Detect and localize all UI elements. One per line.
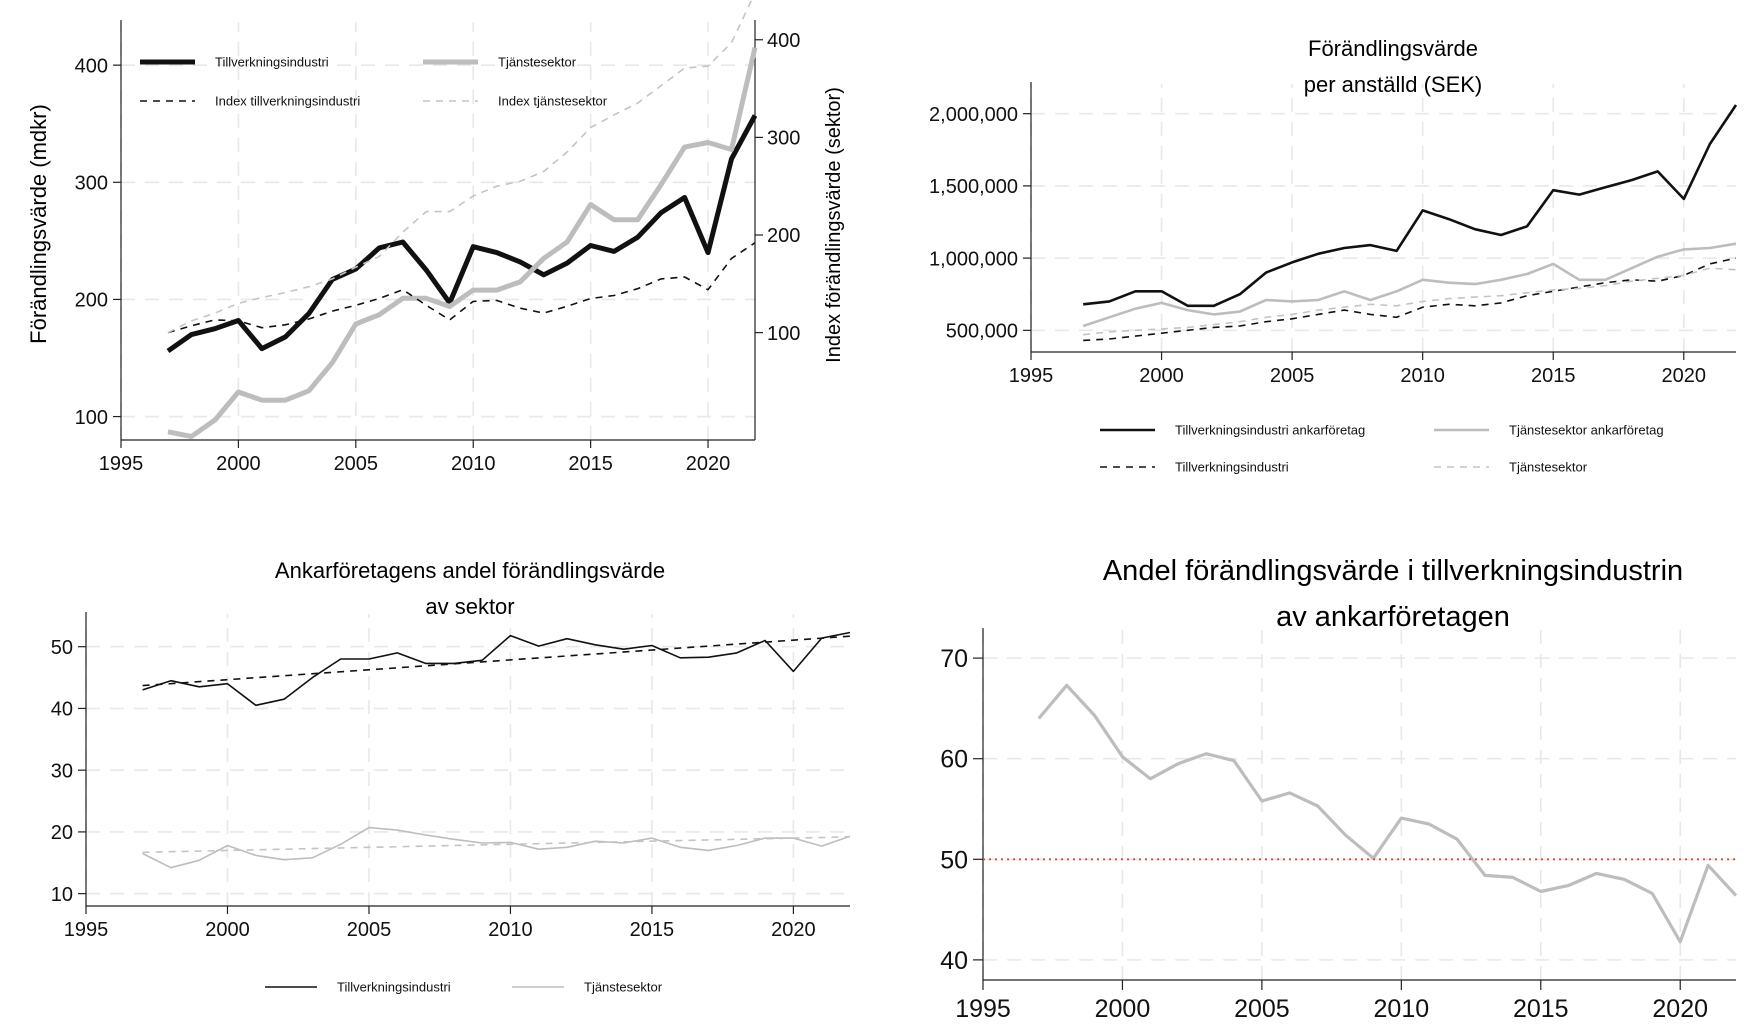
x-tick-label: 2015 [1531,365,1576,387]
grid-lines [85,614,850,906]
series-line-3 [1083,257,1737,342]
y2-tick-label: 400 [767,30,800,52]
y-tick-label: 40 [940,947,968,975]
legend-label: Tjänstesektor [584,980,663,995]
series-line-1 [1083,104,1738,308]
x-tick-label: 1995 [99,453,144,475]
chart-panel-value-added-per-employee: Förändlingsvärde per anställd (SEK) 1995… [929,36,1738,475]
series-line-2 [1082,242,1737,328]
grid-lines [1030,84,1736,352]
y-tick-label: 1,000,000 [929,248,1018,270]
chart-subtitle: per anställd (SEK) [1304,72,1483,97]
series-line-2 [167,47,758,439]
y-tick-label: 100 [75,407,108,429]
y-tick-label: 300 [75,172,108,194]
x-tick-label: 2000 [216,453,261,475]
y-tick-label: 40 [51,699,73,721]
x-tick-label: 2020 [1662,365,1707,387]
chart-panel-index-value-added: Förändlingsvärde (mdkr) Index förändling… [26,0,845,475]
x-tick-label: 2020 [1652,995,1708,1023]
y2-tick-label: 300 [767,128,800,150]
x-tick-label: 2000 [1095,995,1151,1023]
chart-title: Förändlingsvärde [1308,36,1478,61]
x-tick-label: 2010 [488,919,533,941]
x-tick-label: 2010 [1400,365,1445,387]
y-tick-label: 20 [51,822,73,844]
x-tick-label: 2005 [334,453,379,475]
x-tick-label: 2020 [771,919,816,941]
trend-line-1 [142,635,851,687]
series-line-2 [142,826,851,869]
legend: Tillverkningsindustri ankarföretag Tjänst… [1100,423,1664,475]
legend-label: Tillverkningsindustri [215,55,329,70]
legend-label: Tillverkningsindustri ankarföretag [1175,423,1365,438]
x-tick-label: 1995 [955,995,1011,1023]
x-tick-label: 2015 [630,919,675,941]
legend-label: Index tjänstesektor [498,94,608,109]
y2-tick-label: 100 [767,323,800,345]
x-tick-label: 2000 [205,919,250,941]
legend-label: Tjänstesektor [498,55,577,70]
series-line-1 [1037,683,1738,944]
chart-subtitle: av sektor [425,594,514,619]
chart-panel-manufacturing-anchor-share: Andel förändlingsvärde i tillverkningsin… [940,555,1738,1023]
y-tick-label: 60 [940,746,968,774]
chart-title: Ankarföretagens andel förändlingsvärde [275,558,665,583]
legend-label: Tillverkningsindustri [337,980,451,995]
x-tick-label: 1995 [1009,365,1054,387]
grid-lines [982,630,1736,980]
y-axis-label: Förändlingsvärde (mdkr) [26,104,51,344]
legend-label: Tjänstesektor ankarföretag [1509,423,1664,438]
y-tick-label: 400 [75,55,108,77]
legend-label: Index tillverkningsindustri [215,94,360,109]
x-tick-label: 2015 [568,453,613,475]
x-tick-label: 2010 [451,453,496,475]
x-tick-label: 2005 [1234,995,1290,1023]
y-tick-label: 50 [51,637,73,659]
x-tick-label: 2015 [1513,995,1569,1023]
series-line-4 [1083,267,1737,336]
x-tick-label: 2010 [1374,995,1430,1023]
legend-label: Tjänstesektor [1509,460,1588,475]
x-tick-label: 1995 [64,919,109,941]
grid-lines [120,22,755,440]
y-tick-label: 30 [51,760,73,782]
y-tick-label: 50 [940,846,968,874]
chart-title: Andel förändlingsvärde i tillverkningsin… [1103,555,1683,587]
y-tick-label: 1,500,000 [929,176,1018,198]
series-line-1 [142,631,851,707]
series-line-4 [167,0,753,334]
chart-panel-anchor-share-by-sector: Ankarföretagens andel förändlingsvärde a… [51,558,851,995]
y-tick-label: 2,000,000 [929,104,1018,126]
series-line-1 [166,114,758,354]
y2-axis-label: Index förändlingsvärde (sektor) [823,87,845,363]
x-tick-label: 2005 [347,919,392,941]
x-tick-label: 2000 [1139,365,1184,387]
legend-label: Tillverkningsindustri [1175,460,1289,475]
y-tick-label: 70 [940,645,968,673]
trend-line-2 [142,836,851,854]
legend: Tillverkningsindustri Tjänstesektor Index … [140,55,608,109]
y-tick-label: 500,000 [946,321,1018,343]
legend: Tillverkningsindustri Tjänstesektor [265,980,663,995]
chart-subtitle: av ankarföretagen [1276,601,1510,633]
y-tick-label: 200 [75,290,108,312]
x-tick-label: 2005 [1270,365,1315,387]
series-line-3 [167,242,756,334]
y-tick-label: 10 [51,884,73,906]
y2-tick-label: 200 [767,225,800,247]
x-tick-label: 2020 [686,453,731,475]
